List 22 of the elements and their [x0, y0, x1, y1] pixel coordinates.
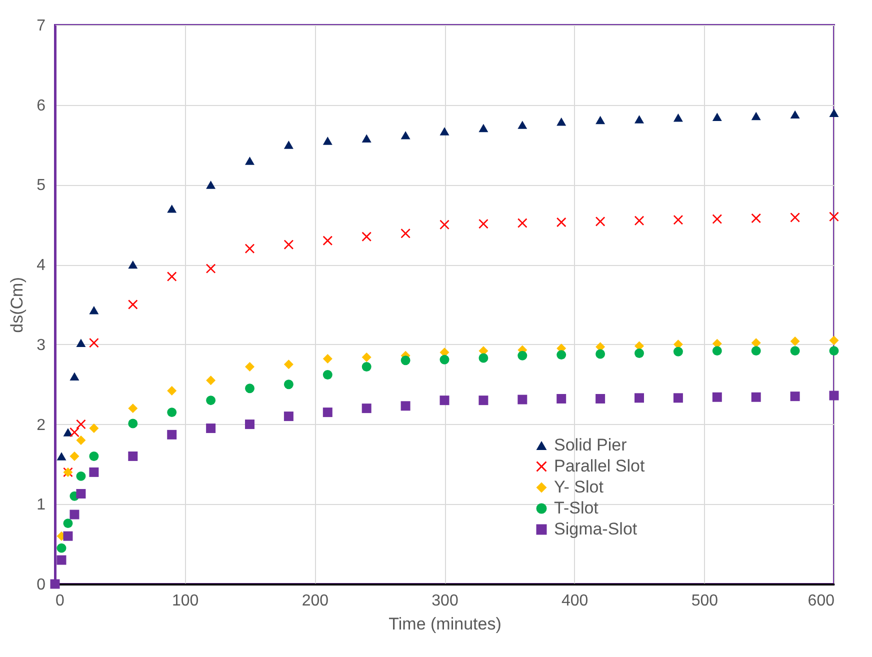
y-tick-label: 3: [36, 336, 46, 354]
legend-label: Solid Pier: [554, 436, 628, 454]
y-axis-title: ds(Cm): [8, 277, 27, 333]
y-tick-label: 2: [36, 416, 46, 434]
y-tick-label: 5: [36, 177, 46, 194]
x-tick-label: 100: [172, 592, 199, 610]
legend-label: Sigma-Slot: [554, 520, 638, 538]
y-tick-label: 4: [36, 257, 46, 274]
y-tick-label: 7: [36, 18, 46, 34]
legend-label: Y- Slot: [554, 478, 604, 496]
x-tick-label: 300: [432, 592, 458, 610]
x-tick-label: 200: [302, 592, 329, 610]
x-tick-label: 0: [56, 592, 64, 610]
y-tick-label: 0: [36, 576, 46, 594]
y-tick-label: 1: [36, 496, 46, 514]
x-axis-title: Time (minutes): [388, 614, 502, 634]
x-tick-label: 500: [691, 592, 718, 610]
legend-label: Parallel Slot: [554, 456, 645, 476]
legend-label: T-Slot: [554, 498, 599, 518]
y-tick-label: 6: [36, 97, 46, 114]
x-tick-label: 600: [808, 592, 835, 610]
x-tick-label: 400: [561, 592, 588, 610]
